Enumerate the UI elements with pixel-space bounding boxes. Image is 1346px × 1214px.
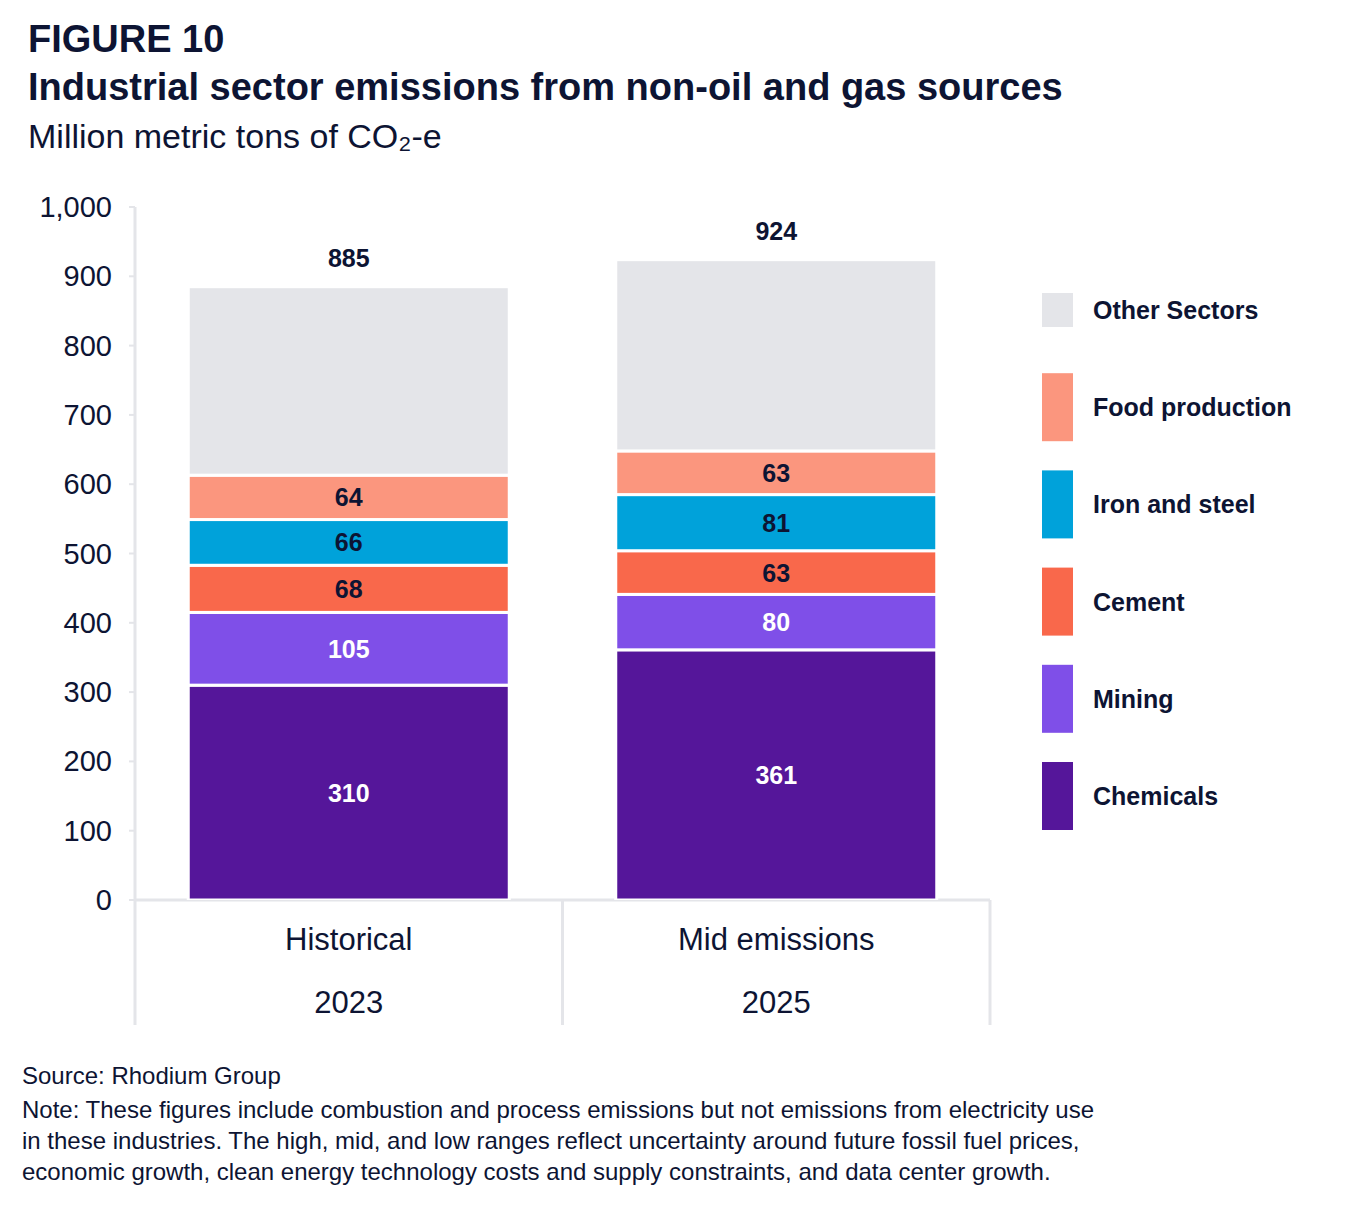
bar-segment — [188, 287, 509, 475]
data-label: 80 — [762, 608, 790, 636]
bar-segment — [188, 475, 509, 519]
sub-category-label: 2025 — [742, 985, 811, 1020]
y-tick-label: 400 — [64, 607, 112, 639]
y-tick-label: 500 — [64, 538, 112, 570]
legend-label: Food production — [1093, 393, 1292, 421]
note: in these industries. The high, mid, and … — [22, 1127, 1079, 1154]
total-label: 924 — [755, 217, 797, 245]
figure-label: FIGURE 10 — [28, 18, 224, 60]
bar-segment — [188, 520, 509, 566]
legend-swatch — [1042, 665, 1073, 733]
y-tick — [129, 345, 135, 347]
y-tick-label: 600 — [64, 468, 112, 500]
title: Industrial sector emissions from non-oil… — [28, 66, 1063, 108]
bar-segment — [616, 594, 937, 649]
y-axis-line — [134, 207, 137, 1025]
y-tick — [129, 275, 135, 277]
legend-swatch — [1042, 568, 1073, 636]
y-tick-label: 700 — [64, 399, 112, 431]
y-tick-label: 200 — [64, 745, 112, 777]
bar-segment — [188, 612, 509, 685]
sub-category-label: 2023 — [314, 985, 383, 1020]
legend-label: Chemicals — [1093, 782, 1218, 810]
y-tick-label: 100 — [64, 815, 112, 847]
y-tick — [129, 414, 135, 416]
data-label: 63 — [762, 459, 790, 487]
bars — [188, 260, 937, 900]
legend-swatch — [1042, 762, 1073, 830]
data-labels: 310 105 68 66 64 361 80 63 81 63 — [328, 459, 797, 807]
y-tick — [129, 899, 135, 901]
legend-swatch — [1042, 470, 1073, 538]
bar-segment — [616, 650, 937, 900]
category-divider — [561, 900, 564, 1025]
subtitle: Million metric tons of CO₂-e — [28, 117, 442, 155]
legend-label: Cement — [1093, 588, 1185, 616]
category-label: Historical — [285, 922, 412, 957]
y-tick-label: 0 — [96, 884, 112, 916]
bar-segment — [616, 495, 937, 551]
legend-swatch — [1042, 373, 1073, 441]
data-label: 66 — [335, 528, 363, 556]
chart: FIGURE 10 Industrial sector emissions fro… — [0, 0, 1346, 1214]
bar-segment — [616, 551, 937, 595]
note: economic growth, clean energy technology… — [22, 1158, 1051, 1185]
bar-segment — [188, 685, 509, 900]
y-tick-label: 800 — [64, 330, 112, 362]
y-tick — [129, 206, 135, 208]
legend-swatch — [1042, 293, 1073, 327]
legend-label: Mining — [1093, 685, 1174, 713]
legend-label: Iron and steel — [1093, 490, 1256, 518]
y-tick-label: 900 — [64, 260, 112, 292]
y-tick — [129, 691, 135, 693]
data-label: 64 — [335, 483, 363, 511]
note: Note: These figures include combustion a… — [22, 1096, 1094, 1123]
legend-label: Other Sectors — [1093, 296, 1258, 324]
data-label: 361 — [755, 761, 797, 789]
y-tick — [129, 553, 135, 555]
category-divider — [989, 900, 992, 1025]
bar-segment — [616, 451, 937, 495]
y-tick — [129, 622, 135, 624]
y-tick — [129, 760, 135, 762]
y-tick — [129, 483, 135, 485]
bar-segment — [188, 565, 509, 612]
data-label: 81 — [762, 509, 790, 537]
source: Source: Rhodium Group — [22, 1062, 281, 1089]
category-label: Mid emissions — [678, 922, 874, 957]
data-label: 63 — [762, 559, 790, 587]
legend: Other Sectors Food production Iron and ste… — [1042, 293, 1292, 830]
data-label: 310 — [328, 779, 370, 807]
bar-segment — [616, 260, 937, 451]
data-label: 105 — [328, 635, 370, 663]
y-tick-label: 1,000 — [39, 191, 112, 223]
y-tick-label: 300 — [64, 676, 112, 708]
data-label: 68 — [335, 575, 363, 603]
total-label: 885 — [328, 244, 370, 272]
y-tick — [129, 830, 135, 832]
